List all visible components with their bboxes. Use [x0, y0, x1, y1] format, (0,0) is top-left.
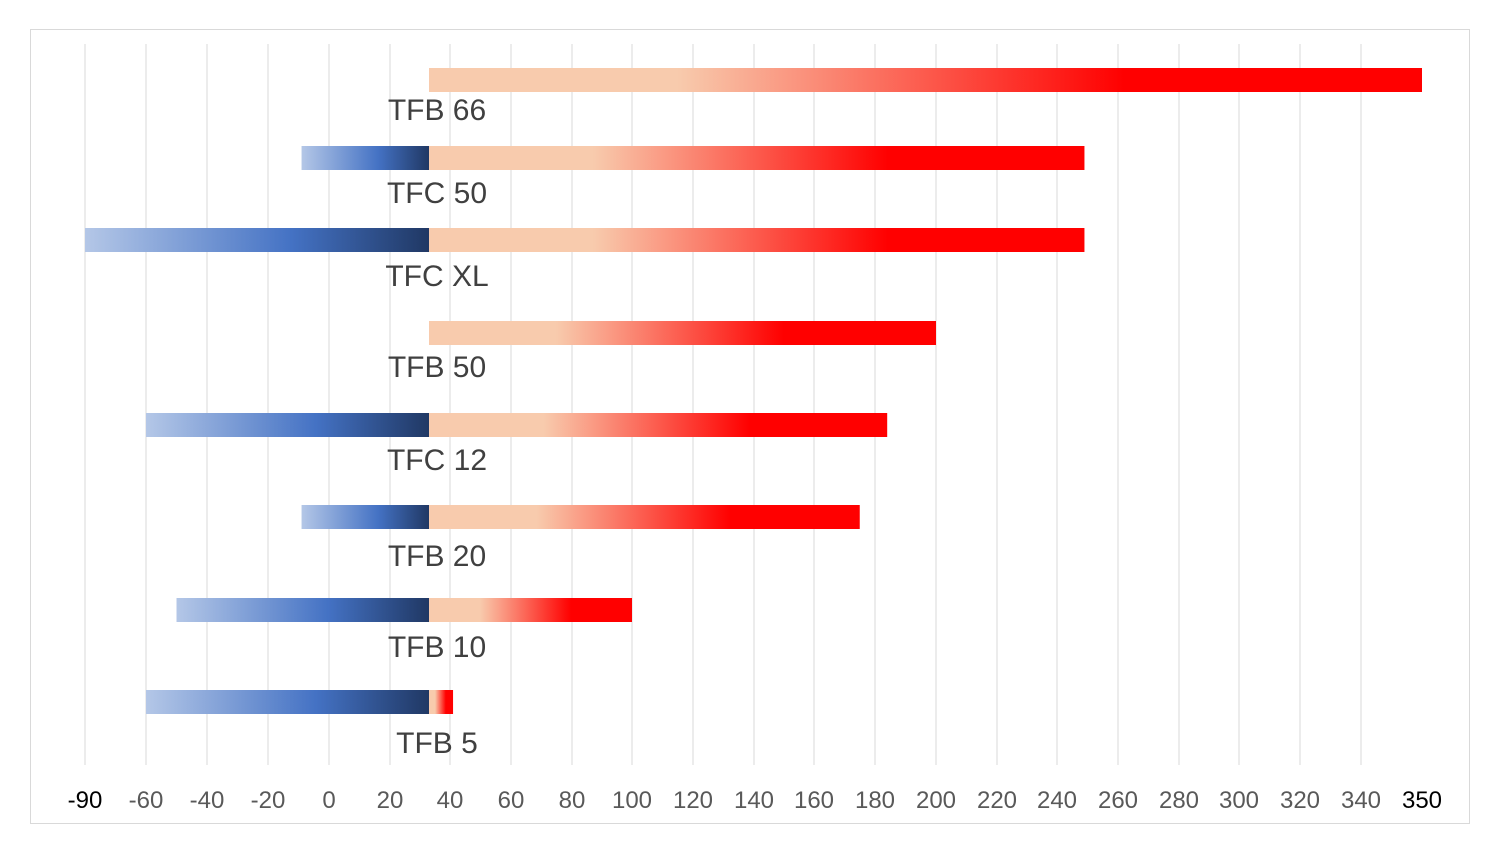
bar-positive: [429, 321, 936, 345]
x-tick-label: 260: [1098, 787, 1138, 814]
x-tick-label: 280: [1159, 787, 1199, 814]
x-tick-label: 300: [1219, 787, 1259, 814]
category-labels: TFB 66 TFC 50 TFC XL TFB 50 TFC 12 TFB 20 TFB …: [385, 94, 488, 760]
x-tick-label: -40: [190, 787, 225, 814]
x-tick-label: 100: [612, 787, 652, 814]
x-tick-label: 350: [1402, 787, 1442, 814]
bars: [85, 68, 1422, 714]
bar-positive: [429, 505, 860, 529]
bar-negative: [85, 228, 429, 252]
category-label: TFC 12: [387, 444, 487, 477]
bar-positive: [429, 146, 1085, 170]
bar-negative: [146, 413, 429, 437]
bar-negative: [176, 598, 429, 622]
x-tick-label: 80: [559, 787, 586, 814]
x-tick-label: 20: [377, 787, 404, 814]
category-label: TFC XL: [385, 260, 488, 293]
bar-negative: [301, 146, 429, 170]
bar-positive: [429, 598, 632, 622]
chart-frame: [30, 29, 1470, 824]
x-tick-label: -60: [129, 787, 164, 814]
x-tick-label: 240: [1037, 787, 1077, 814]
x-tick-label: 220: [977, 787, 1017, 814]
category-label: TFB 10: [388, 631, 486, 664]
x-tick-label: 40: [437, 787, 464, 814]
x-tick-label: 320: [1280, 787, 1320, 814]
bar-positive: [429, 690, 454, 714]
x-axis-tick-labels: -90 -60 -40 -20 0 20 40 60 80 100 120 140 160 180 200 2…: [68, 787, 1442, 814]
category-label: TFB 5: [396, 727, 478, 760]
category-label: TFB 20: [388, 540, 486, 573]
bar-positive: [429, 413, 888, 437]
bar-negative: [301, 505, 429, 529]
x-tick-label: 200: [916, 787, 956, 814]
bar-positive: [429, 68, 1422, 92]
bar-negative: [146, 690, 429, 714]
x-tick-label: 180: [855, 787, 895, 814]
category-label: TFC 50: [387, 177, 487, 210]
x-tick-label: -20: [251, 787, 286, 814]
x-tick-label: 60: [498, 787, 525, 814]
x-tick-label: 120: [673, 787, 713, 814]
x-tick-label: -90: [68, 787, 103, 814]
x-tick-label: 340: [1341, 787, 1381, 814]
x-tick-label: 0: [322, 787, 335, 814]
category-label: TFB 50: [388, 351, 486, 384]
x-tick-label: 140: [734, 787, 774, 814]
category-label: TFB 66: [388, 94, 486, 127]
bar-positive: [429, 228, 1085, 252]
x-tick-label: 160: [794, 787, 834, 814]
